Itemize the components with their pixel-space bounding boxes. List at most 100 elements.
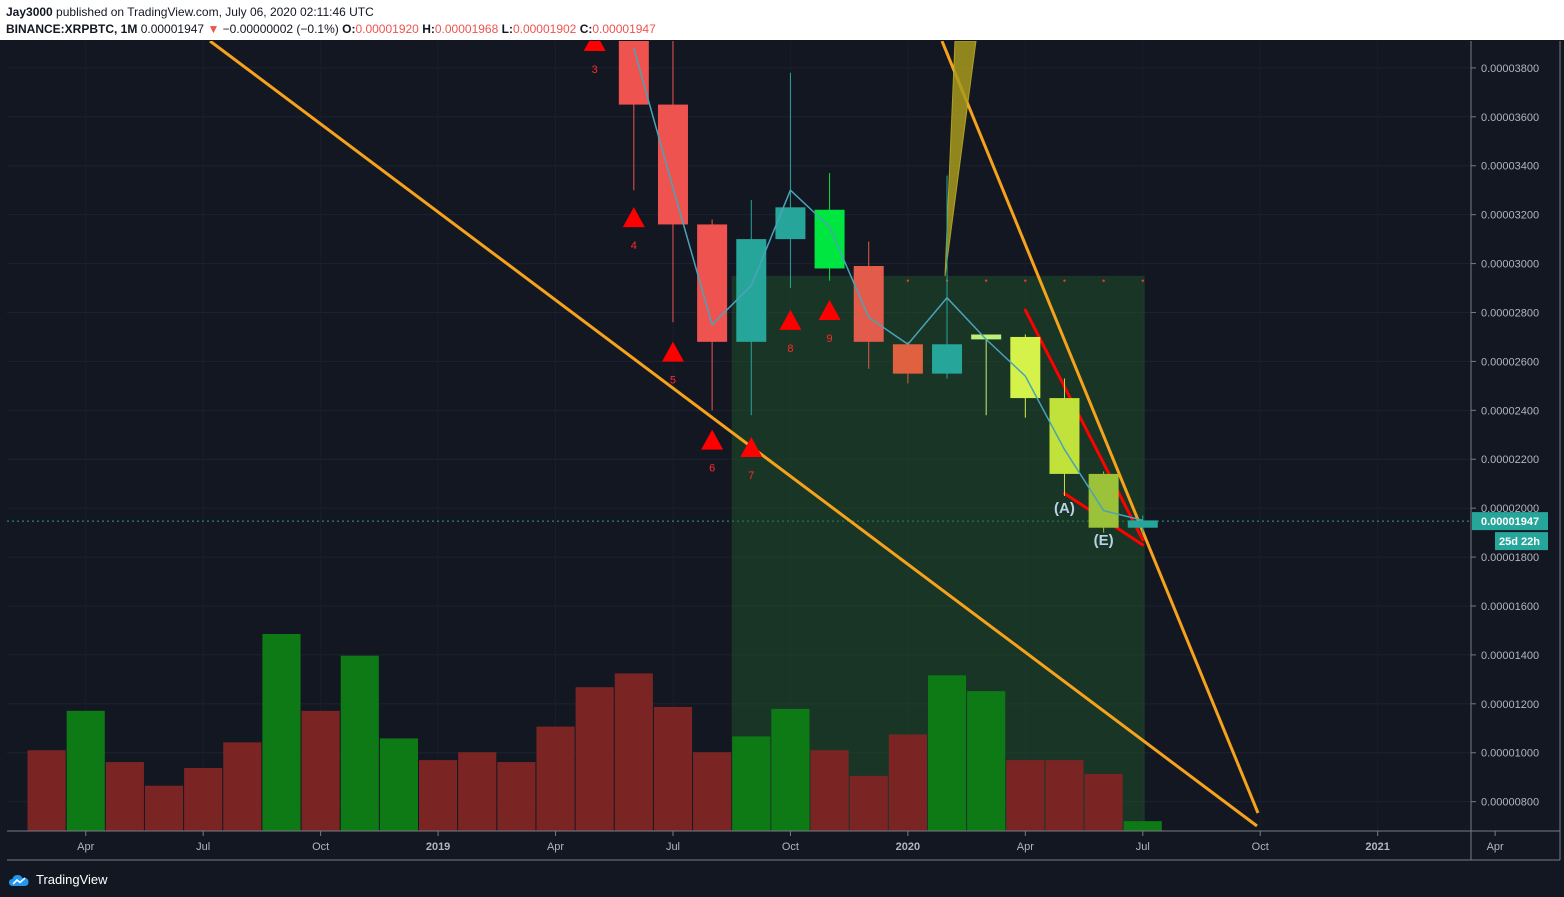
volume-bar <box>223 742 262 831</box>
signal-dot <box>1024 279 1027 282</box>
candle-body <box>657 104 688 225</box>
volume-bar <box>1123 821 1162 831</box>
signal-count-label: 6 <box>709 463 715 475</box>
last-price-tag-text: 0.00001947 <box>1481 516 1539 528</box>
signal-triangle-icon <box>740 437 763 458</box>
tradingview-logo[interactable]: TradingView <box>8 872 108 887</box>
x-tick-label: Jul <box>196 841 210 853</box>
signal-dot <box>1063 279 1066 282</box>
candle-body <box>1049 398 1080 474</box>
trendlines <box>209 41 1260 828</box>
signal-triangles: 3 4 5 6 7 8 9 (A) (E) <box>583 41 1114 549</box>
signal-triangle-icon <box>818 300 841 321</box>
signal-dot <box>984 279 988 282</box>
volume-bar <box>575 687 614 831</box>
symbol-label[interactable]: BINANCE:XRPBTC, 1M <box>6 22 138 36</box>
close-value: 0.00001947 <box>592 22 656 36</box>
volume-bar <box>810 750 849 831</box>
volume-bar <box>144 785 184 831</box>
y-tick-label: 0.00003000 <box>1481 259 1539 271</box>
volume-bar <box>419 760 458 831</box>
volume-bar <box>301 710 340 831</box>
chart-footer: TradingView <box>0 862 1564 897</box>
candle-body <box>1127 520 1158 528</box>
signal-count-label: 4 <box>631 240 637 252</box>
moving-average <box>633 48 1143 522</box>
axes: 0.00000800 0.00001000 0.00001200 0.00001400… <box>7 41 1561 861</box>
y-tick-label: 0.00001800 <box>1481 552 1539 564</box>
y-tick-label: 0.00001400 <box>1481 650 1539 662</box>
wave-label: (E) <box>1094 532 1114 549</box>
candle-body <box>736 239 767 342</box>
y-tick-label: 0.00001600 <box>1481 601 1539 613</box>
signal-triangle-icon <box>583 41 606 51</box>
open-value: 0.00001920 <box>355 22 419 36</box>
x-tick-label: Apr <box>1017 841 1034 853</box>
signal-count-label: 5 <box>670 375 676 387</box>
x-tick-label: Oct <box>312 841 329 853</box>
x-tick-label: 2019 <box>426 841 450 853</box>
signal-count-label: 9 <box>827 333 833 345</box>
low-label: L: <box>501 22 513 36</box>
volume-bar <box>693 752 732 831</box>
candle-body <box>1088 473 1119 528</box>
volume-bar <box>771 708 810 831</box>
signal-count-label: 7 <box>748 470 754 482</box>
y-tick-label: 0.00003400 <box>1481 161 1539 173</box>
signal-triangle-icon <box>779 309 802 330</box>
volume-bar <box>653 706 693 831</box>
x-tick-label: Oct <box>1252 841 1269 853</box>
signal-dot <box>1102 279 1105 282</box>
chart-header: Jay3000 published on TradingView.com, Ju… <box>0 0 1564 40</box>
volume-bar <box>27 750 66 831</box>
publish-line: Jay3000 published on TradingView.com, Ju… <box>6 5 374 19</box>
wedge-upper-line <box>1023 308 1145 542</box>
candle-body <box>814 209 845 269</box>
volume-bar <box>536 726 575 831</box>
high-label: H: <box>422 22 435 36</box>
author-name[interactable]: Jay3000 <box>6 5 53 19</box>
volume-bar <box>927 675 967 831</box>
y-tick-label: 0.00002800 <box>1481 307 1539 319</box>
y-tick-label: 0.00001200 <box>1481 699 1539 711</box>
down-arrow-icon: ▼ <box>207 22 220 36</box>
candle-body <box>618 41 649 105</box>
candle-body <box>932 344 963 374</box>
volume-bar <box>184 767 223 831</box>
grid-lines <box>7 41 1471 831</box>
volume-bar <box>849 775 888 831</box>
signal-dot <box>1141 279 1144 282</box>
y-tick-label: 0.00000800 <box>1481 797 1539 809</box>
open-label: O: <box>342 22 356 36</box>
resistance-trendline <box>940 41 1260 814</box>
high-value: 0.00001968 <box>434 22 499 36</box>
volume-bar <box>458 752 497 831</box>
y-tick-label: 0.00002400 <box>1481 405 1539 417</box>
x-tick-label: Apr <box>77 841 94 853</box>
volume-bar <box>66 710 105 831</box>
yellow-projection-spike <box>944 41 977 277</box>
volume-bar <box>1006 760 1045 831</box>
y-tick-label: 0.00003800 <box>1481 63 1539 75</box>
volume-bar <box>262 634 301 831</box>
close-label: C: <box>579 22 593 36</box>
volume-bar <box>105 762 144 831</box>
x-tick-label: Jul <box>666 841 680 853</box>
volume-bars <box>27 634 1162 831</box>
x-tick-label: 2021 <box>1365 841 1389 853</box>
volume-bar <box>1045 760 1084 831</box>
y-tick-label: 0.00002600 <box>1481 356 1539 368</box>
x-tick-label: Apr <box>547 841 564 853</box>
volume-bar <box>379 738 418 831</box>
signal-count-label: 8 <box>787 343 793 355</box>
candle-body <box>853 266 884 342</box>
countdown-tag <box>1495 532 1548 551</box>
volume-bar <box>614 673 653 831</box>
volume-bar <box>967 691 1006 831</box>
low-value: 0.00001902 <box>512 22 577 36</box>
tradingview-cloud-icon <box>9 874 29 886</box>
signal-dot <box>906 279 910 282</box>
candle-body <box>971 334 1002 340</box>
signal-count-label: 3 <box>592 64 598 76</box>
